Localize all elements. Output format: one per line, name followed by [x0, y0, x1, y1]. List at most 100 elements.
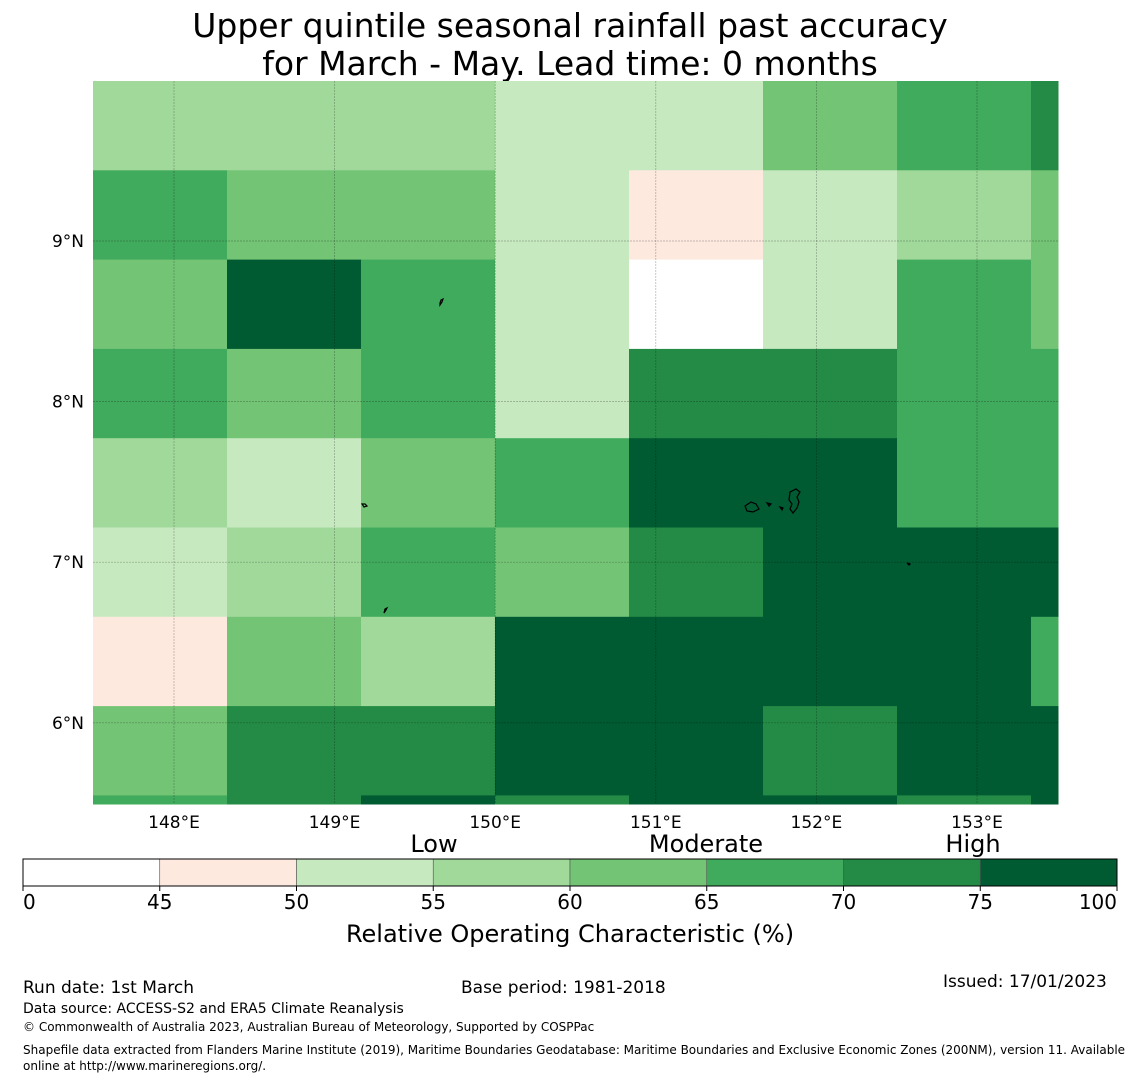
map-cell [1031, 795, 1059, 805]
map-cell [763, 81, 898, 171]
map-cell [227, 616, 362, 707]
legend-category-label: Low [410, 830, 457, 858]
map-cell [495, 259, 630, 350]
map-cell [629, 259, 764, 350]
map-cell [897, 81, 1032, 171]
legend-category-label: Moderate [649, 830, 763, 858]
map-axis-labels: 148°E 149°E 150°E 151°E 152°E 153°E 9°N 8°N 7°N 6… [52, 232, 1003, 833]
colorbar-tick-label: 0 [23, 890, 36, 914]
map-cell [495, 616, 630, 707]
colorbar-tick-label: 55 [421, 890, 446, 914]
map-cell [763, 348, 898, 439]
map-cell [227, 81, 362, 171]
latitude-label: 7°N [52, 553, 84, 573]
map-cell [495, 795, 630, 805]
map-cell [93, 527, 228, 618]
colorbar-tick-label: 65 [694, 890, 719, 914]
map-cell [361, 706, 496, 796]
colorbar-tick-label: 50 [284, 890, 309, 914]
map-cell [897, 795, 1032, 805]
map-cell [897, 259, 1032, 350]
map-cell [93, 81, 228, 171]
colorbar-tick-label: 60 [557, 890, 582, 914]
map-cell [763, 438, 898, 528]
map-cell [227, 170, 362, 261]
map-cell [495, 438, 630, 528]
colorbar-tick-label: 70 [831, 890, 856, 914]
map-cell [1031, 706, 1059, 796]
colorbar-tick-label: 100 [1079, 890, 1117, 914]
longitude-label: 151°E [630, 813, 682, 833]
map-cell [361, 81, 496, 171]
map-cell [763, 170, 898, 261]
run-date: Run date: 1st March [23, 978, 195, 998]
shapefile-credit: Shapefile data extracted from Flanders M… [23, 1043, 1126, 1073]
map-cell [629, 170, 764, 261]
latitude-label: 9°N [52, 232, 84, 252]
map-cell [227, 438, 362, 528]
map-cell [495, 81, 630, 171]
longitude-label: 152°E [791, 813, 843, 833]
map-cell [763, 616, 898, 707]
map-cell [897, 527, 1032, 618]
island-outline [360, 503, 369, 508]
data-source: Data source: ACCESS-S2 and ERA5 Climate … [23, 1001, 404, 1017]
map-cell [1031, 81, 1059, 171]
map-cell [1031, 527, 1059, 618]
island-outline [906, 562, 912, 566]
map-cell [629, 348, 764, 439]
island-outline [439, 297, 445, 307]
longitude-label: 153°E [951, 813, 1003, 833]
map-cell [629, 81, 764, 171]
colorbar-segment [706, 858, 844, 887]
colorbar-tick-label: 45 [147, 890, 172, 914]
map-cell [93, 259, 228, 350]
map-cell [227, 706, 362, 796]
map-cell [897, 616, 1032, 707]
map-cell [93, 438, 228, 528]
map-cell [93, 170, 228, 261]
colorbar-segment [979, 858, 1118, 887]
map-cell [361, 348, 496, 439]
copyright: © Commonwealth of Australia 2023, Austra… [23, 1020, 595, 1034]
latitude-label: 6°N [52, 714, 84, 734]
map-cell [1031, 170, 1059, 261]
map-cell [897, 706, 1032, 796]
latitude-label: 8°N [52, 393, 84, 413]
colorbar-tick-label: 75 [968, 890, 993, 914]
rainfall-accuracy-map: 148°E 149°E 150°E 151°E 152°E 153°E 9°N 8°N 7°N 6… [22, 81, 1118, 948]
map-cell [763, 527, 898, 618]
map-cell [495, 170, 630, 261]
map-cell [227, 259, 362, 350]
map-cell [495, 706, 630, 796]
map-cell [1031, 438, 1059, 528]
map-cell [897, 170, 1032, 261]
map-cell [763, 259, 898, 350]
map-cell [361, 616, 496, 707]
map-cell [227, 348, 362, 439]
map-gridlines [93, 81, 1058, 804]
map-cell [495, 527, 630, 618]
map-cell [629, 706, 764, 796]
colorbar-axis-label: Relative Operating Characteristic (%) [346, 920, 794, 948]
map-cell [361, 259, 496, 350]
map-cell [93, 706, 228, 796]
island-outline [744, 501, 784, 513]
map-cell [629, 527, 764, 618]
colorbar-segment [432, 858, 571, 887]
colorbar-segment [843, 858, 981, 887]
map-cell [897, 438, 1032, 528]
colorbar-segment [569, 858, 708, 887]
map-grid-cells [93, 81, 1059, 805]
map-cell [495, 348, 630, 439]
map-cell [93, 616, 228, 707]
map-cell [361, 438, 496, 528]
colorbar-segment [296, 858, 434, 887]
map-cell [361, 170, 496, 261]
base-period: Base period: 1981-2018 [461, 978, 666, 998]
map-title-line-2: for March - May. Lead time: 0 months [262, 44, 878, 83]
map-cell [227, 795, 362, 805]
map-cell [763, 706, 898, 796]
map-cell [361, 527, 496, 618]
island-outline [788, 488, 801, 514]
